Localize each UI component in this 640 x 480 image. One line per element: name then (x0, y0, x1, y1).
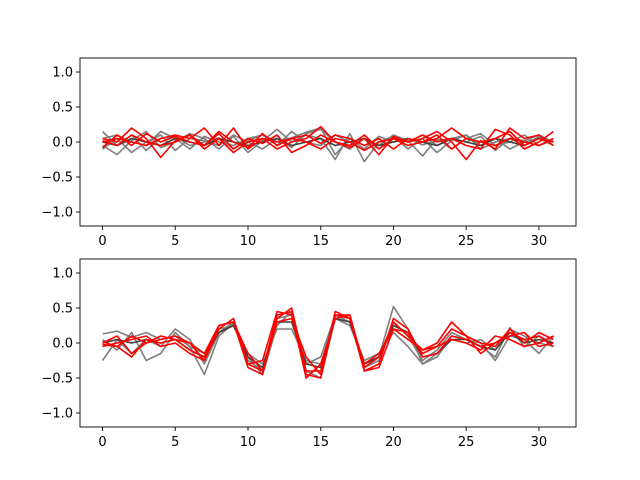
axes-top: 0 5 10 15 20 25 30 −1.0 −0.5 0.0 0.5 1.0 (41, 57, 577, 249)
series-line-8 (102, 125, 554, 154)
x-tick-label: 0 (98, 435, 106, 450)
series-line-6 (102, 128, 554, 152)
x-tick-label: 15 (312, 435, 329, 450)
y-tick-label: 0.5 (52, 302, 73, 317)
axes-bottom: 0 5 10 15 20 25 30 −1.0 −0.5 0.0 0.5 1.0 (41, 258, 577, 450)
y-tick-label: −0.5 (41, 171, 73, 186)
y-tick-label: 0.0 (52, 136, 73, 151)
x-tick-label: 30 (531, 435, 548, 450)
x-tick-label: 15 (312, 234, 329, 249)
x-tick-label: 30 (531, 234, 548, 249)
y-tick-label: −0.5 (41, 372, 73, 387)
x-tick-label: 5 (171, 234, 179, 249)
x-tick-label: 20 (385, 234, 402, 249)
x-tick-label: 25 (458, 234, 475, 249)
x-tick-label: 5 (171, 435, 179, 450)
series-group (101, 305, 555, 379)
y-tick-label: −1.0 (41, 206, 73, 221)
series-group (101, 125, 554, 163)
series-line-5 (102, 310, 554, 379)
series-line-7 (102, 310, 554, 379)
x-tick-label: 0 (98, 234, 106, 249)
y-tick-label: 0.5 (52, 101, 73, 116)
y-tick-label: 0.0 (52, 337, 73, 352)
x-tick-label: 25 (458, 435, 475, 450)
y-tick-label: 1.0 (52, 66, 73, 81)
x-tick-label: 10 (240, 234, 257, 249)
x-tick-label: 20 (385, 435, 402, 450)
series-line-2 (102, 128, 554, 157)
y-tick-label: −1.0 (41, 407, 73, 422)
y-tick-label: 1.0 (52, 267, 73, 282)
x-tick-label: 10 (240, 435, 257, 450)
